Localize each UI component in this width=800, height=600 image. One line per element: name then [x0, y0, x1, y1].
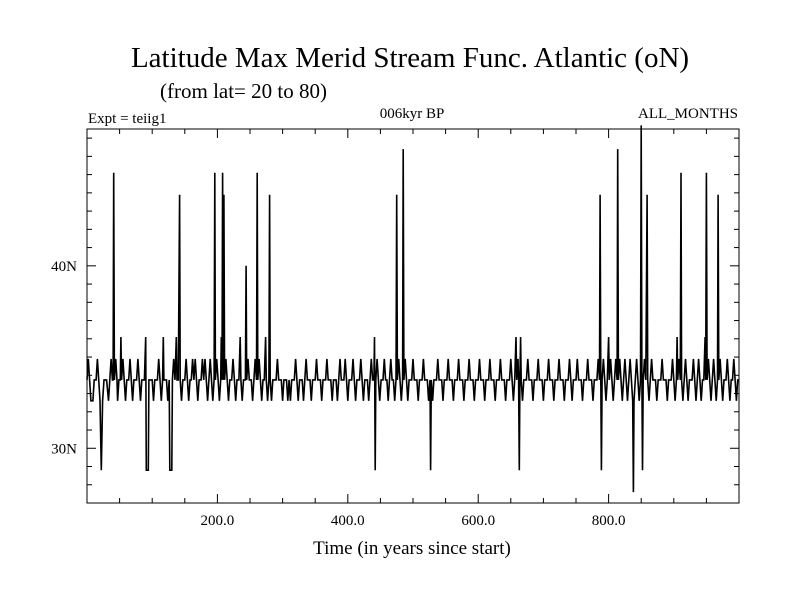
y-tick-label: 40N [51, 259, 77, 275]
x-axis-label: Time (in years since start) [313, 538, 511, 559]
series-line [86, 125, 739, 493]
chart-subtitle: (from lat= 20 to 80) [160, 79, 327, 103]
period-label: 006kyr BP [380, 106, 445, 122]
chart-title: Latitude Max Merid Stream Func. Atlantic… [131, 42, 689, 74]
x-tick-label: 800.0 [592, 513, 626, 529]
tick-labels: 200.0 400.0 600.0 800.0 30N 40N [51, 259, 625, 529]
y-tick-label: 30N [51, 441, 77, 457]
experiment-label: Expt = teiig1 [88, 111, 166, 127]
x-tick-label: 200.0 [201, 513, 235, 529]
months-label: ALL_MONTHS [638, 106, 738, 122]
x-tick-label: 600.0 [461, 513, 495, 529]
plot-frame [86, 128, 740, 504]
x-tick-label: 400.0 [331, 513, 365, 529]
